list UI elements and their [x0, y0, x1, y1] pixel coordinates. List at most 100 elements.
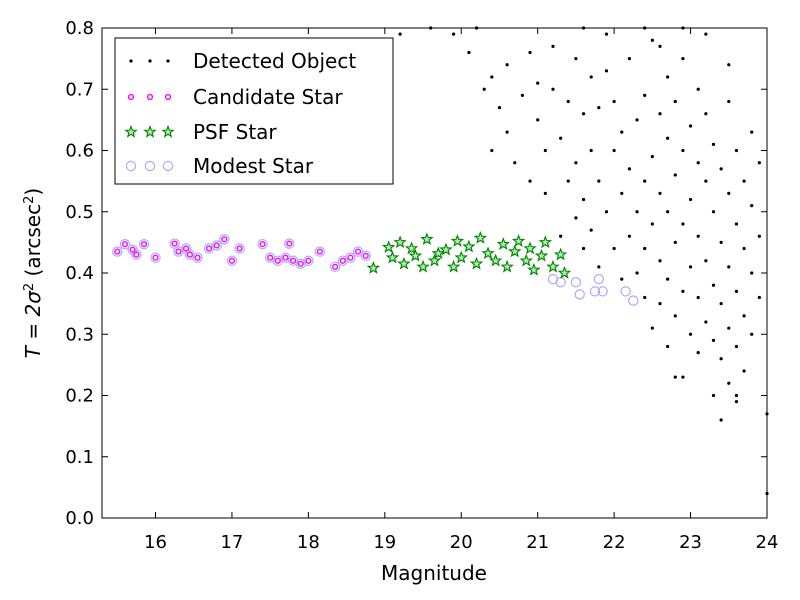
x-tick-label: 21	[526, 532, 549, 553]
psf-star-point	[416, 259, 430, 273]
y-tick-label: 0.3	[65, 324, 94, 345]
legend-modest-star-marker	[162, 160, 174, 172]
candidate-star-series	[114, 236, 369, 270]
candidate-star-point	[339, 257, 346, 264]
legend-psf-star-marker	[161, 124, 175, 138]
psf-star-point	[500, 259, 514, 273]
psf-star-point	[538, 235, 553, 249]
psf-star-point	[496, 237, 511, 250]
detected-object-point	[650, 38, 654, 42]
y-axis-label: T = 2σ2 (arcsec2)	[21, 188, 45, 358]
detected-object-point	[490, 148, 494, 153]
x-tick-label: 22	[603, 532, 626, 553]
detected-object-point	[566, 99, 570, 104]
detected-object-point	[490, 75, 494, 79]
detected-object-point	[650, 155, 654, 159]
x-tick-label: 24	[756, 532, 779, 553]
detected-object-point	[704, 32, 708, 36]
detected-object-point	[452, 32, 456, 36]
detected-object-point	[589, 75, 593, 79]
detected-object-point	[673, 173, 677, 177]
modest-star-point	[119, 239, 131, 250]
detected-object-point	[681, 148, 685, 153]
candidate-star-point	[347, 254, 354, 261]
detected-object-point	[658, 191, 662, 195]
detected-object-point	[742, 179, 746, 183]
detected-object-point	[673, 240, 677, 244]
modest-star-point	[234, 243, 245, 254]
psf-star-point	[385, 250, 400, 264]
psf-star-point	[527, 262, 541, 276]
psf-star-series	[366, 231, 572, 279]
detected-object-point	[673, 314, 677, 318]
detected-object-point	[589, 228, 593, 232]
detected-object-point	[727, 191, 731, 195]
detected-object-point	[673, 99, 677, 104]
candidate-star-point	[332, 263, 339, 270]
detected-object-point	[704, 320, 708, 324]
detected-object-point	[696, 295, 700, 300]
detected-object-point	[543, 148, 547, 153]
candidate-star-point	[182, 245, 190, 252]
detected-object-point	[551, 87, 555, 91]
psf-star-point	[404, 241, 419, 255]
detected-object-point	[604, 69, 609, 73]
detected-object-point	[742, 369, 746, 373]
detected-object-point	[536, 118, 540, 122]
x-axis-label: Magnitude	[381, 561, 487, 585]
modest-star-point	[593, 273, 605, 285]
candidate-star-point	[289, 257, 297, 264]
modest-star-point	[211, 240, 222, 251]
detected-object-point	[704, 259, 708, 263]
detected-object-point	[597, 265, 601, 269]
legend-candidate-star-marker	[164, 93, 172, 101]
candidate-star-point	[129, 246, 136, 253]
psf-star-point	[397, 256, 411, 270]
candidate-star-point	[221, 236, 228, 243]
psf-star-point	[553, 247, 568, 261]
candidate-star-point	[213, 242, 220, 249]
detected-object-point	[398, 32, 402, 36]
psf-star-point	[431, 246, 446, 260]
legend-candidate-star-marker	[127, 93, 135, 101]
legend-detected-object-label: Detected Object	[193, 49, 356, 73]
detected-object-point	[497, 106, 502, 110]
legend: Detected Object Candidate Star PSF Star Mod…	[114, 37, 394, 185]
modest-star-point	[589, 286, 601, 297]
x-tick-label: 18	[297, 532, 320, 553]
detected-object-point	[719, 240, 723, 244]
detected-object-point	[704, 179, 708, 183]
modest-star-point	[284, 238, 295, 249]
psf-star-point	[546, 259, 560, 273]
detected-object-point	[666, 210, 670, 214]
detected-object-point	[750, 130, 754, 134]
psf-star-point	[450, 234, 465, 247]
detected-object-point	[604, 32, 609, 36]
detected-object-point	[673, 375, 677, 379]
detected-object-point	[635, 210, 639, 214]
detected-object-point	[658, 44, 662, 48]
y-axis-ticks: 0.0 0.1 0.2 0.3 0.4 0.5 0.6 0.7 0.8	[65, 18, 767, 529]
detected-object-point	[742, 314, 746, 318]
x-tick-label: 19	[373, 532, 396, 553]
candidate-star-point	[282, 254, 289, 261]
candidate-star-point	[152, 254, 159, 261]
psf-star-point	[557, 265, 572, 279]
detected-object-point	[757, 295, 761, 300]
detected-object-point	[681, 222, 685, 226]
detected-object-point	[688, 265, 693, 269]
y-tick-label: 0.0	[65, 508, 94, 529]
detected-object-point	[528, 179, 532, 183]
modest-star-point	[574, 289, 585, 300]
detected-object-point	[688, 124, 693, 128]
detected-object-point	[711, 210, 716, 214]
detected-object-point	[681, 375, 685, 379]
detected-object-point	[643, 246, 647, 251]
detected-object-point	[658, 259, 662, 263]
detected-object-point	[620, 277, 624, 281]
detected-object-point	[505, 63, 509, 67]
modest-star-point	[138, 239, 150, 250]
legend-detected-object-marker	[148, 59, 152, 63]
detected-object-point	[734, 393, 739, 398]
